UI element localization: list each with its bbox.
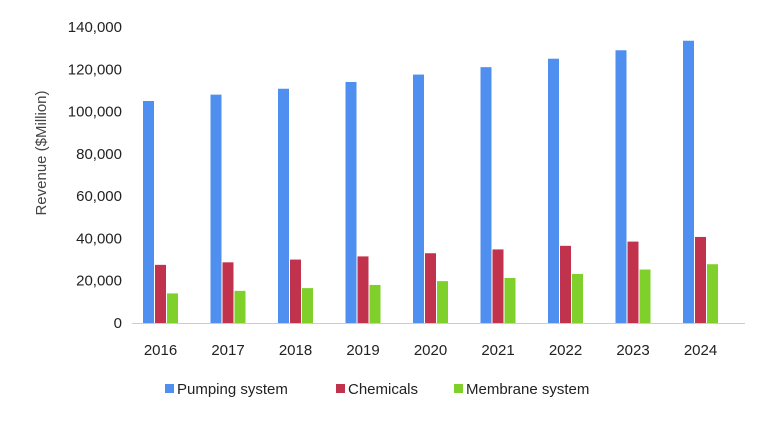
x-tick-label: 2024	[684, 342, 717, 359]
y-tick-label: 80,000	[76, 146, 122, 163]
y-axis-ticks: 0 20,000 40,000 60,000 80,000 100,000 120,000 1…	[68, 19, 122, 332]
bar-pumping-system-2024	[683, 40, 694, 323]
bar-membrane-system-2019	[369, 284, 381, 323]
legend-swatch-chemicals	[336, 384, 345, 393]
legend: Pumping system Chemicals Membrane system	[165, 381, 589, 398]
bar-membrane-system-2017	[234, 290, 246, 323]
y-axis-title: Revenue ($Million)	[33, 90, 50, 215]
bar-chemicals-2021	[492, 249, 504, 323]
bar-chemicals-2017	[222, 262, 234, 323]
bar-pumping-system-2021	[480, 67, 492, 324]
bar-pumping-system-2020	[413, 74, 424, 323]
bar-membrane-system-2021	[504, 277, 516, 323]
legend-swatch-pumping-system	[165, 384, 174, 393]
legend-swatch-membrane-system	[454, 384, 463, 393]
x-tick-label: 2018	[279, 342, 312, 359]
legend-label: Chemicals	[348, 381, 418, 398]
bar-pumping-system-2016	[143, 101, 154, 323]
x-axis-ticks: 2016 2017 2018 2019 2020 2021 2022 2023 2024	[144, 342, 717, 359]
bar-chemicals-2024	[695, 236, 706, 323]
bar-chemicals-2022	[560, 245, 571, 323]
x-tick-label: 2022	[549, 342, 582, 359]
bar-membrane-system-2022	[572, 273, 583, 323]
y-tick-label: 140,000	[68, 19, 122, 36]
bar-pumping-system-2023	[615, 50, 627, 323]
y-tick-label: 20,000	[76, 273, 122, 290]
y-tick-label: 60,000	[76, 188, 122, 205]
bar-membrane-system-2020	[437, 281, 448, 323]
bar-membrane-system-2018	[302, 288, 313, 323]
x-tick-label: 2016	[144, 342, 177, 359]
bar-membrane-system-2024	[707, 264, 718, 323]
bar-pumping-system-2018	[278, 88, 289, 323]
bar-pumping-system-2019	[345, 81, 357, 323]
bar-chemicals-2023	[627, 241, 639, 323]
y-tick-label: 100,000	[68, 104, 122, 121]
y-tick-label: 0	[114, 315, 122, 332]
bar-chemicals-2018	[290, 259, 301, 323]
x-tick-label: 2017	[211, 342, 244, 359]
x-tick-label: 2023	[616, 342, 649, 359]
bar-membrane-system-2023	[639, 269, 651, 323]
bar-chemicals-2016	[155, 264, 166, 323]
bar-pumping-system-2017	[210, 94, 222, 324]
x-tick-label: 2021	[481, 342, 514, 359]
y-axis-title-group: Revenue ($Million)	[33, 90, 50, 215]
bar-series	[143, 40, 718, 324]
bar-pumping-system-2022	[548, 58, 559, 323]
bar-membrane-system-2016	[167, 293, 178, 323]
y-tick-label: 40,000	[76, 230, 122, 247]
bar-chemicals-2020	[425, 253, 436, 323]
legend-label: Membrane system	[466, 381, 589, 398]
x-tick-label: 2020	[414, 342, 447, 359]
x-tick-label: 2019	[346, 342, 379, 359]
bar-chemicals-2019	[357, 256, 369, 323]
y-tick-label: 120,000	[68, 61, 122, 78]
legend-label: Pumping system	[177, 381, 288, 398]
